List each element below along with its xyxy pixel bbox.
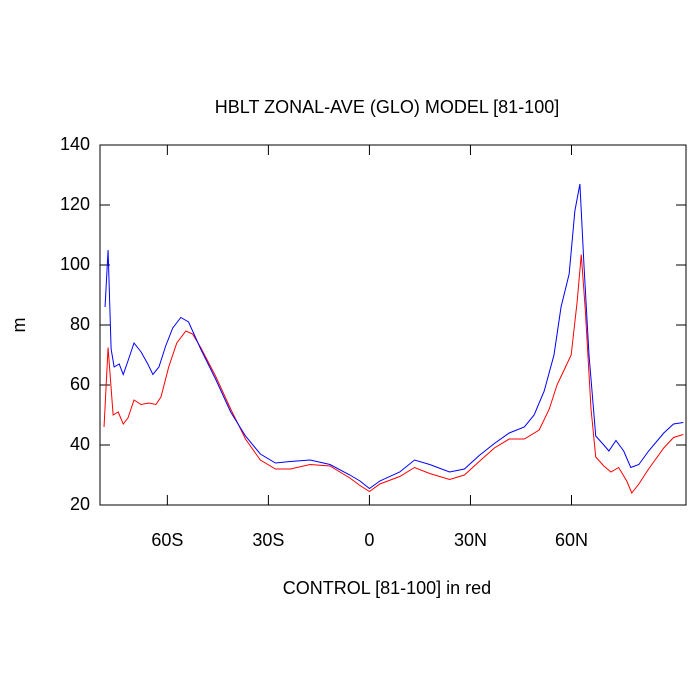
x-tick-label: 30N [454,530,487,550]
y-tick-label: 80 [70,314,90,334]
x-tick-label: 0 [364,530,374,550]
x-axis-label: CONTROL [81-100] in red [283,578,491,598]
y-tick-label: 140 [60,134,90,154]
y-tick-label: 60 [70,374,90,394]
x-tick-label: 60N [555,530,588,550]
y-tick-label: 100 [60,254,90,274]
plot-frame [99,144,687,506]
line-series [103,254,684,494]
y-tick-label: 40 [70,434,90,454]
x-tick-label: 30S [252,530,284,550]
y-tick-label: 20 [70,494,90,514]
chart-title: HBLT ZONAL-AVE (GLO) MODEL [81-100] [215,97,559,117]
y-axis-label: m [9,318,29,333]
x-tick-label: 60S [151,530,183,550]
y-tick-label: 120 [60,194,90,214]
line-series [104,183,684,490]
